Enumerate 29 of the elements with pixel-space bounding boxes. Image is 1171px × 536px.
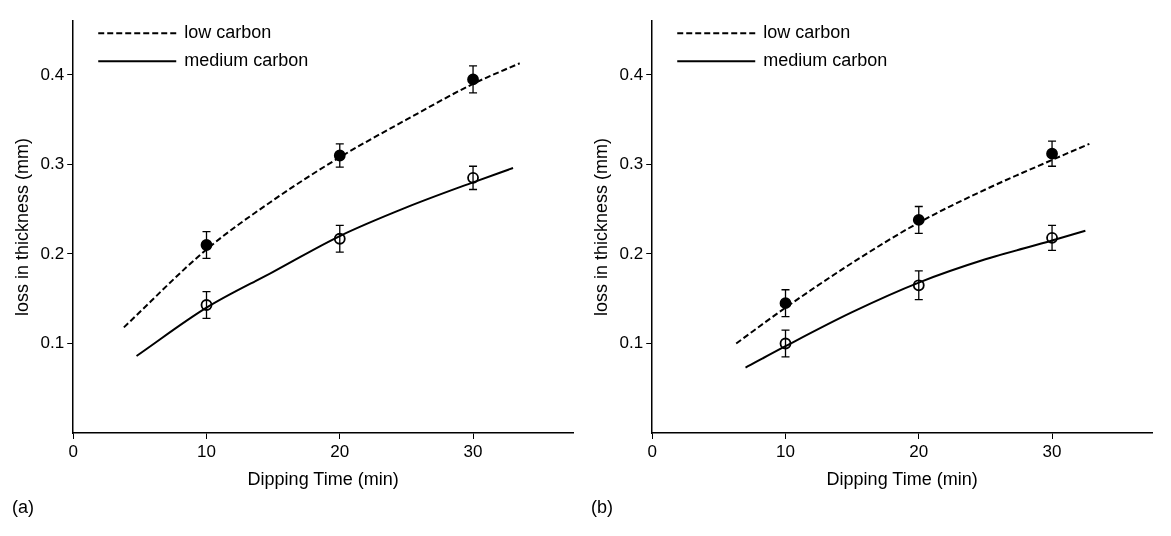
line-series: [135, 167, 515, 358]
y-tick-label: 0.1: [40, 333, 65, 353]
y-tick-label: 0.4: [619, 64, 644, 84]
x-axis-title: Dipping Time (min): [247, 469, 399, 490]
y-axis-title: loss in thickness (mm): [590, 138, 611, 317]
x-tick-label: 0: [647, 441, 657, 461]
legend-label: medium carbon: [184, 50, 309, 71]
line-series: [744, 229, 1087, 369]
y-tick-label: 0.2: [619, 243, 644, 263]
y-tick-label: 0.1: [619, 333, 644, 353]
legend-label: low carbon: [184, 22, 272, 43]
text: (b): [591, 496, 613, 517]
x-tick-label: 30: [1042, 441, 1062, 461]
y-tick-label: 0.3: [619, 154, 644, 174]
y-tick-label: 0.3: [40, 154, 65, 174]
x-tick-label: 20: [330, 441, 350, 461]
x-tick-label: 0: [68, 441, 78, 461]
legend-label: medium carbon: [763, 50, 888, 71]
y-axis-title: loss in thickness (mm): [11, 138, 32, 317]
line-series: [735, 142, 1091, 345]
y-tick-label: 0.2: [40, 243, 65, 263]
x-tick-label: 10: [197, 441, 216, 461]
x-tick-label: 30: [463, 441, 483, 461]
x-tick-label: 10: [776, 441, 795, 461]
x-axis-title: Dipping Time (min): [826, 469, 978, 490]
text: (a): [12, 496, 34, 517]
x-tick-label: 20: [909, 441, 929, 461]
y-tick-label: 0.4: [40, 64, 65, 84]
legend-label: low carbon: [763, 22, 851, 43]
